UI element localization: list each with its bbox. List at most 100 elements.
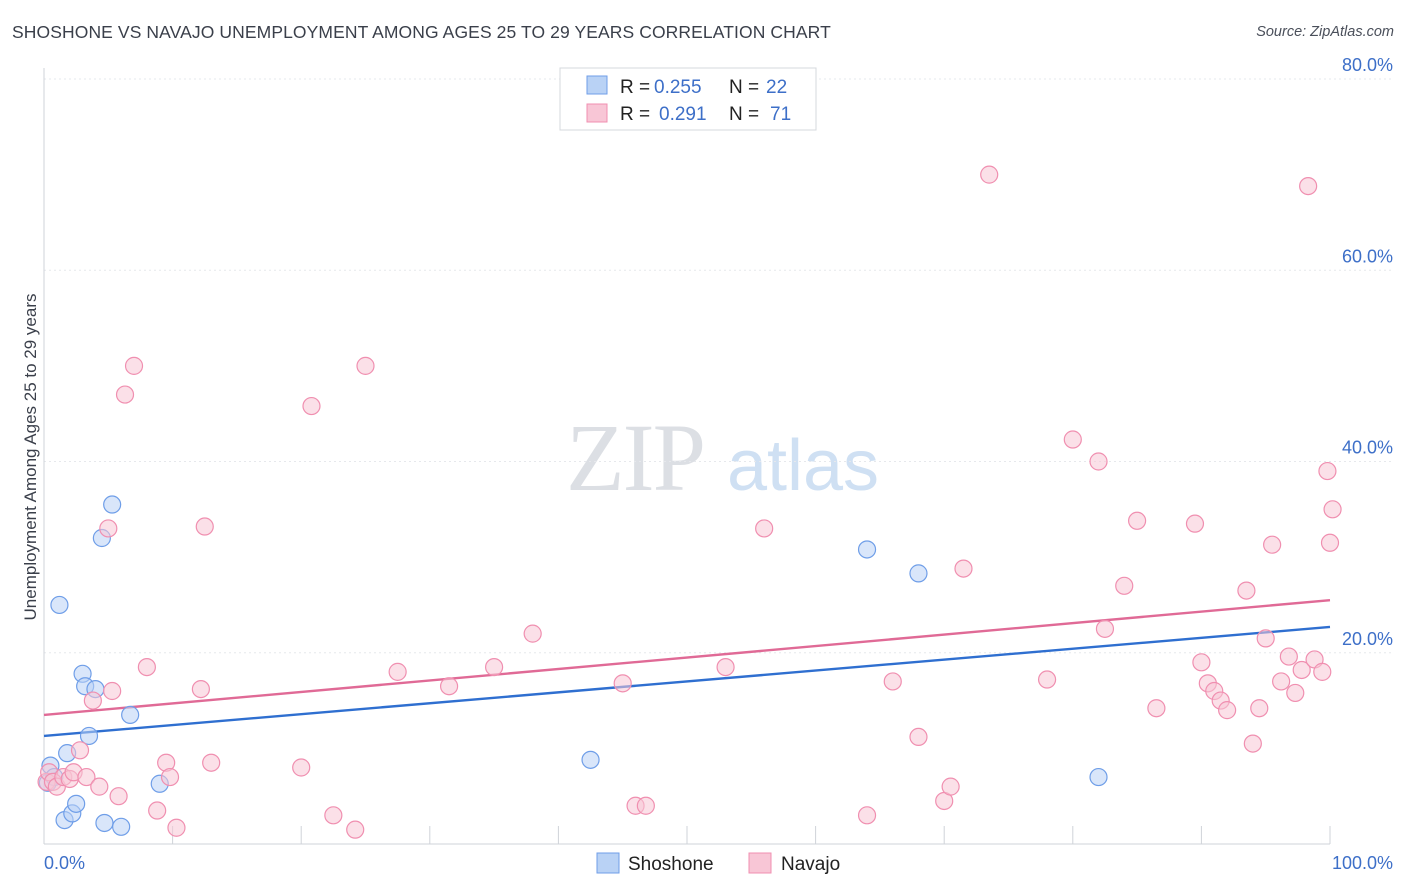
point-shoshone <box>909 564 928 583</box>
bottom-legend-navajo: Navajo <box>781 854 840 875</box>
point-navajo <box>941 777 960 796</box>
point-navajo <box>1037 670 1057 689</box>
data-points <box>37 165 1342 839</box>
point-navajo <box>1250 699 1269 718</box>
y-tick-label: 80.0% <box>1342 55 1393 75</box>
point-navajo <box>1313 662 1332 681</box>
point-navajo <box>99 519 118 538</box>
point-navajo <box>439 677 459 696</box>
point-navajo <box>523 624 542 643</box>
legend-swatch-navajo <box>586 103 608 123</box>
point-shoshone <box>581 750 600 769</box>
point-navajo <box>115 385 135 404</box>
point-navajo <box>1323 500 1342 519</box>
legend-r-value-2: 0.291 <box>659 104 707 125</box>
legend-r-label-2: R = <box>620 104 650 125</box>
bottom-legend: Shoshone Navajo <box>596 852 840 875</box>
legend-n-label-1: N = <box>729 77 759 98</box>
point-navajo <box>636 796 655 815</box>
watermark-zip: ZIP <box>566 404 704 511</box>
x-tick-label-max: 100.0% <box>1332 853 1393 873</box>
legend-n-label-2: N = <box>729 104 759 125</box>
bottom-legend-swatch-navajo <box>748 852 772 874</box>
point-navajo <box>1299 177 1318 196</box>
point-navajo <box>485 657 504 677</box>
point-shoshone <box>50 595 69 615</box>
point-shoshone <box>112 817 131 836</box>
trend-lines <box>43 598 1331 738</box>
point-shoshone <box>857 540 877 559</box>
bottom-legend-swatch-shoshone <box>596 852 620 874</box>
point-navajo <box>1263 535 1282 554</box>
point-navajo <box>1272 672 1291 691</box>
point-navajo <box>1286 683 1305 703</box>
legend-r-value-1: 0.255 <box>654 77 702 98</box>
point-shoshone <box>1089 767 1108 787</box>
point-navajo <box>346 820 365 839</box>
point-navajo <box>716 657 735 677</box>
point-navajo <box>302 396 321 416</box>
point-navajo <box>202 753 221 772</box>
point-navajo <box>1063 430 1082 449</box>
point-navajo <box>137 657 156 677</box>
point-navajo <box>124 356 144 375</box>
point-navajo <box>160 767 180 787</box>
legend-r-label-1: R = <box>620 77 650 98</box>
point-shoshone <box>67 794 86 813</box>
point-navajo <box>103 681 122 701</box>
point-navajo <box>883 672 902 691</box>
point-navajo <box>1243 734 1262 753</box>
x-tick-label-min: 0.0% <box>44 853 85 873</box>
y-tick-label: 40.0% <box>1342 438 1393 458</box>
point-shoshone <box>121 705 140 725</box>
trend-line-navajo <box>43 598 1331 717</box>
point-navajo <box>1318 461 1337 481</box>
point-navajo <box>1147 699 1166 718</box>
point-navajo <box>1089 452 1108 471</box>
legend-n-value-2: 71 <box>770 104 791 125</box>
bottom-legend-shoshone: Shoshone <box>628 854 714 875</box>
point-navajo <box>1127 511 1147 530</box>
axis-labels: 20.0% 40.0% 60.0% 80.0% 0.0% 100.0% <box>44 55 1393 873</box>
point-navajo <box>195 517 214 536</box>
point-shoshone <box>95 813 114 833</box>
point-navajo <box>1218 701 1237 720</box>
chart-title: SHOSHONE VS NAVAJO UNEMPLOYMENT AMONG AG… <box>12 22 831 42</box>
point-shoshone <box>79 726 99 746</box>
point-navajo <box>980 165 999 184</box>
point-navajo <box>1320 533 1340 552</box>
point-navajo <box>70 741 90 760</box>
point-navajo <box>1292 660 1311 680</box>
grid-lines <box>44 78 1392 654</box>
y-tick-label: 60.0% <box>1342 246 1393 266</box>
y-tick-label: 20.0% <box>1342 629 1393 649</box>
point-navajo <box>1115 576 1134 595</box>
point-navajo <box>109 787 128 806</box>
point-navajo <box>1279 647 1298 666</box>
point-navajo <box>292 758 311 777</box>
point-navajo <box>1185 514 1205 533</box>
point-navajo <box>324 806 343 825</box>
point-navajo <box>191 679 210 699</box>
trend-line-shoshone <box>43 625 1331 738</box>
point-navajo <box>1192 653 1211 672</box>
legend: R = 0.255 N = 22 R = 0.291 N = 71 <box>559 67 817 131</box>
point-navajo <box>1237 581 1256 600</box>
point-navajo <box>77 767 96 787</box>
point-navajo <box>167 818 186 837</box>
point-navajo <box>1095 619 1115 638</box>
legend-swatch-shoshone <box>586 75 608 95</box>
point-navajo <box>954 559 973 578</box>
point-navajo <box>356 356 375 375</box>
y-axis-label: Unemployment Among Ages 25 to 29 years <box>21 294 40 621</box>
point-shoshone <box>103 495 122 514</box>
legend-n-value-1: 22 <box>766 77 787 98</box>
point-navajo <box>388 662 407 681</box>
point-navajo <box>857 806 877 825</box>
source-label: Source: ZipAtlas.com <box>1256 24 1394 40</box>
point-navajo <box>909 727 928 747</box>
watermark-atlas: atlas <box>727 426 879 506</box>
point-navajo <box>83 691 102 710</box>
point-navajo <box>90 777 109 796</box>
